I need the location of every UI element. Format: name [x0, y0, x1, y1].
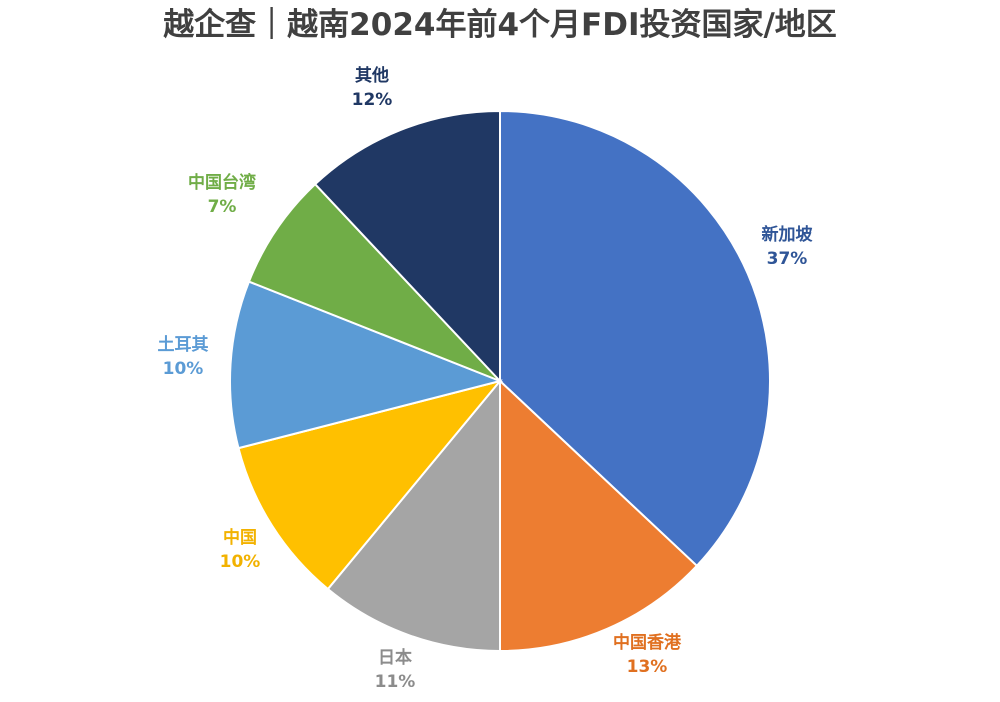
slice-value-label: 7% [208, 197, 237, 217]
pie-slice [499, 109, 771, 568]
slice-value-label: 11% [375, 672, 416, 692]
pie-labels: 新加坡 37% 中国香港 13% 日本 11% 中国 10% 土耳其 10% 中国台湾 7% 其他 12% [158, 65, 813, 692]
slice-label: 新加坡 [762, 224, 813, 245]
slice-value-label: 10% [220, 552, 261, 572]
pie-slice [237, 379, 503, 591]
slice-label: 其他 [355, 65, 389, 86]
pie-slice [247, 182, 501, 382]
slice-label: 中国台湾 [188, 172, 256, 193]
slice-label: 土耳其 [158, 334, 209, 355]
slice-value-label: 12% [352, 90, 393, 110]
slice-value-label: 37% [767, 249, 808, 269]
pie-slice [229, 280, 504, 450]
slice-label: 中国香港 [613, 632, 682, 653]
pie-slice [313, 109, 501, 384]
pie-slice [326, 378, 501, 653]
pie-slice [499, 378, 699, 653]
pie-slices [229, 109, 771, 653]
chart-title: 越企查｜越南2024年前4个月FDI投资国家/地区 [163, 7, 837, 43]
slice-value-label: 13% [627, 657, 668, 677]
slice-label: 日本 [378, 647, 412, 668]
slice-value-label: 10% [163, 359, 204, 379]
slice-label: 中国 [223, 527, 257, 548]
